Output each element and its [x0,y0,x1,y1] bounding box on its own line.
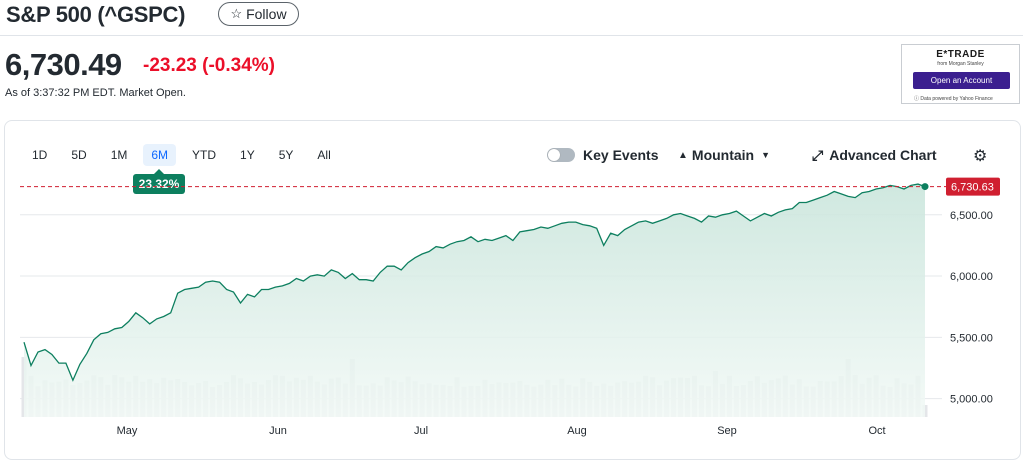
price-line [23,183,926,382]
ad-powered-by: ⓘ Data powered by Yahoo Finance [914,95,993,102]
follow-label: Follow [246,6,287,22]
expand-icon: ⤢ [812,146,824,163]
y-tick-label: 5,000.00 [950,394,993,406]
toggle-knob [548,149,560,161]
page-title: S&P 500 (^GSPC) [6,2,186,27]
advanced-chart-label: Advanced Chart [829,147,937,163]
ad-brand-logo: E*TRADE [936,49,985,60]
ad-powered-text: Data powered by Yahoo Finance [920,96,993,102]
open-account-button[interactable]: Open an Account [913,72,1010,89]
x-tick-label: Jul [414,425,428,437]
range-tab-5d[interactable]: 5D [71,148,87,162]
chevron-down-icon: ▼ [761,150,771,160]
etrade-ad[interactable]: E*TRADE from Morgan Stanley Open an Acco… [901,44,1020,104]
current-price: 6,730.49 [5,47,122,82]
gear-icon[interactable]: ⚙ [973,148,988,165]
y-tick-label: 5,500.00 [950,332,993,344]
range-tab-all[interactable]: All [317,148,331,162]
toggle-switch[interactable] [547,148,575,162]
x-tick-label: Aug [567,425,587,437]
star-outline-icon: ☆ [230,6,243,21]
chart-type-dropdown[interactable]: ▲ Mountain ▼ [678,145,770,165]
range-tabs: 1D 5D 1M 6M YTD 1Y 5Y All [24,144,347,166]
y-tick-label: 6,500.00 [950,210,993,222]
x-tick-label: Oct [868,425,885,437]
last-price-dot [921,183,929,191]
mountain-icon: ▲ [678,149,688,161]
follow-button[interactable]: ☆ Follow [218,2,299,26]
ad-brand-subtitle: from Morgan Stanley [937,61,984,67]
range-tab-ytd[interactable]: YTD [192,148,217,162]
advanced-chart-link[interactable]: ⤢ Advanced Chart [812,145,937,165]
market-status-timestamp: As of 3:37:32 PM EDT. Market Open. [5,87,186,99]
price-area [24,184,925,417]
chart-type-label: Mountain [691,147,755,163]
range-tab-6m[interactable]: 6M [143,144,177,166]
range-tab-1d[interactable]: 1D [32,148,48,162]
x-tick-label: Jun [269,425,287,437]
performance-badge: 23.32% [133,169,185,194]
price-change: -23.23 (-0.34%) [143,55,276,76]
range-tab-5y[interactable]: 5Y [278,148,294,162]
y-tick-label: 6,000.00 [950,271,993,283]
range-tab-1m[interactable]: 1M [110,148,128,162]
x-tick-label: Sep [717,425,737,437]
last-price-badge [946,177,1000,196]
key-events-toggle[interactable]: Key Events [547,145,658,165]
last-price-label: 6,730.63 [951,182,994,194]
header-divider [0,35,1023,36]
info-icon: ⓘ [914,96,920,102]
key-events-label: Key Events [583,147,659,163]
range-tab-1y[interactable]: 1Y [240,148,255,162]
x-tick-label: May [117,425,138,437]
